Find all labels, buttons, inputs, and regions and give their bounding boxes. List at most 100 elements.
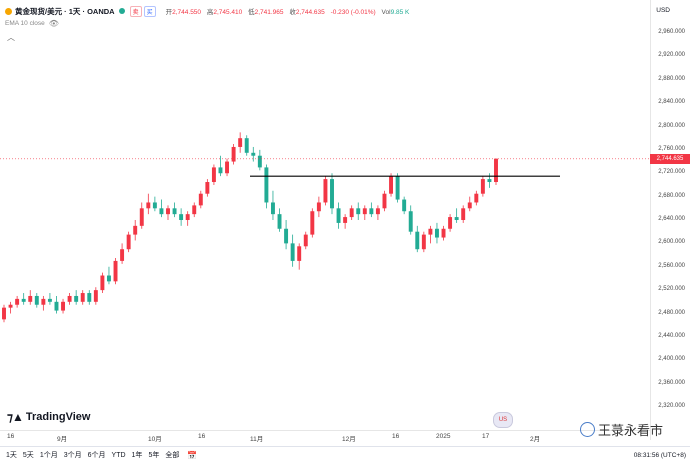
range-button-7[interactable]: 5年 xyxy=(148,452,160,459)
candle-body[interactable] xyxy=(356,208,361,215)
candle-body[interactable] xyxy=(480,179,485,194)
candle-body[interactable] xyxy=(15,298,20,305)
candle-body[interactable] xyxy=(402,199,407,212)
candle-body[interactable] xyxy=(454,217,459,220)
candle-body[interactable] xyxy=(375,208,380,215)
candle-body[interactable] xyxy=(126,234,131,250)
candle-body[interactable] xyxy=(41,298,46,305)
eye-icon[interactable]: 👁 xyxy=(48,19,59,28)
candle-body[interactable] xyxy=(336,208,341,223)
candle-body[interactable] xyxy=(21,298,26,302)
candle-body[interactable] xyxy=(231,146,236,162)
candle-body[interactable] xyxy=(54,301,59,311)
candle-body[interactable] xyxy=(28,295,33,302)
range-button-3[interactable]: 3个月 xyxy=(63,452,82,459)
range-button-4[interactable]: 6个月 xyxy=(87,452,106,459)
indicator-legend[interactable]: EMA 10 close 👁 xyxy=(5,19,59,28)
candle-body[interactable] xyxy=(434,228,439,238)
candle-body[interactable] xyxy=(461,208,466,220)
candle-body[interactable] xyxy=(47,298,52,302)
us-flag-icon[interactable]: US xyxy=(493,412,513,428)
candle-body[interactable] xyxy=(34,295,39,305)
candle-body[interactable] xyxy=(8,304,13,308)
candle-body[interactable] xyxy=(310,211,315,235)
candle-body[interactable] xyxy=(382,193,387,209)
candle-body[interactable] xyxy=(448,217,453,229)
range-button-8[interactable]: 全部 xyxy=(165,452,180,459)
price-tick-label: 2,840.000 xyxy=(658,99,685,106)
range-button-5[interactable]: YTD xyxy=(111,451,126,459)
range-button-2[interactable]: 1个月 xyxy=(39,452,58,459)
candle-body[interactable] xyxy=(93,290,98,302)
candle-body[interactable] xyxy=(133,225,138,235)
candle-body[interactable] xyxy=(277,214,282,229)
candle-body[interactable] xyxy=(474,193,479,203)
candle-body[interactable] xyxy=(494,158,498,183)
candle-body[interactable] xyxy=(362,208,367,215)
candle-body[interactable] xyxy=(251,152,256,156)
candle-body[interactable] xyxy=(428,228,433,235)
candle-body[interactable] xyxy=(166,208,170,215)
candle-body[interactable] xyxy=(172,208,177,215)
candle-body[interactable] xyxy=(290,243,295,261)
candle-body[interactable] xyxy=(80,293,85,302)
candle-body[interactable] xyxy=(343,217,348,223)
candle-body[interactable] xyxy=(244,138,249,153)
candle-body[interactable] xyxy=(264,167,269,203)
symbol-title[interactable]: 黄金现货/美元 · 1天 · OANDA xyxy=(15,6,115,16)
candle-body[interactable] xyxy=(100,275,105,291)
candle-body[interactable] xyxy=(395,176,400,200)
candle-body[interactable] xyxy=(152,202,157,209)
candle-body[interactable] xyxy=(113,260,118,282)
candle-body[interactable] xyxy=(211,167,216,183)
candle-body[interactable] xyxy=(349,208,354,218)
candle-body[interactable] xyxy=(487,179,492,183)
candle-body[interactable] xyxy=(303,234,308,247)
candle-body[interactable] xyxy=(2,307,6,320)
candle-body[interactable] xyxy=(179,214,184,220)
candle-body[interactable] xyxy=(67,295,72,302)
candle-body[interactable] xyxy=(330,179,334,209)
candle-body[interactable] xyxy=(467,202,472,209)
candle-body[interactable] xyxy=(106,275,111,282)
range-button-0[interactable]: 1天 xyxy=(6,452,17,459)
clock-readout[interactable]: 08:31:56 (UTC+8) xyxy=(633,451,686,459)
candle-body[interactable] xyxy=(441,228,446,238)
candle-body[interactable] xyxy=(238,138,243,147)
candle-body[interactable] xyxy=(205,182,210,194)
candle-body[interactable] xyxy=(139,208,144,226)
candle-body[interactable] xyxy=(218,167,223,174)
range-button-6[interactable]: 1年 xyxy=(131,452,143,459)
candle-body[interactable] xyxy=(159,208,164,215)
buy-button[interactable]: 买 xyxy=(143,5,156,17)
candle-body[interactable] xyxy=(74,295,79,302)
candle-body[interactable] xyxy=(421,234,426,250)
candle-body[interactable] xyxy=(316,202,321,212)
price-chart[interactable] xyxy=(0,0,650,430)
price-axis[interactable]: 2,960.000 2,920.000 2,880.000 2,840.000 2,80… xyxy=(650,0,690,440)
time-axis[interactable]: 16 9月 10月 16 11月 12月 16 2025 17 2月 xyxy=(0,430,650,444)
candle-body[interactable] xyxy=(297,246,302,261)
candle-body[interactable] xyxy=(120,249,125,261)
candle-body[interactable] xyxy=(323,179,328,203)
chevron-up-icon[interactable]: ︿ xyxy=(7,33,15,42)
currency-label[interactable]: USD xyxy=(656,7,670,14)
candle-body[interactable] xyxy=(225,161,230,174)
tradingview-logo[interactable]: ⁊▲ TradingView xyxy=(7,410,91,424)
candle-body[interactable] xyxy=(415,231,420,250)
candle-body[interactable] xyxy=(61,301,66,311)
candle-body[interactable] xyxy=(369,208,374,215)
calendar-icon[interactable]: 📅 xyxy=(187,450,198,460)
candle-body[interactable] xyxy=(408,211,413,232)
candle-body[interactable] xyxy=(192,205,197,215)
candle-body[interactable] xyxy=(87,293,92,302)
sell-button[interactable]: 卖 xyxy=(129,5,142,17)
candle-body[interactable] xyxy=(185,214,190,220)
candle-body[interactable] xyxy=(257,155,262,168)
range-button-1[interactable]: 5天 xyxy=(22,452,34,459)
candle-body[interactable] xyxy=(389,176,394,194)
candle-body[interactable] xyxy=(146,202,151,209)
candle-body[interactable] xyxy=(198,193,203,206)
candle-body[interactable] xyxy=(270,202,275,215)
candle-body[interactable] xyxy=(284,228,289,244)
